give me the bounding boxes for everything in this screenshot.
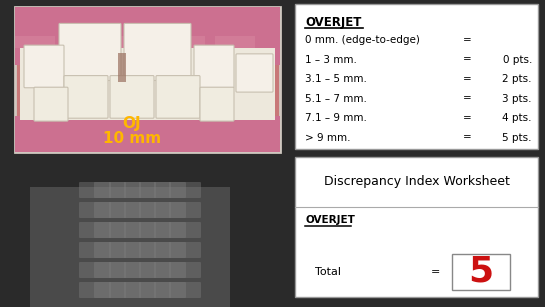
FancyBboxPatch shape — [169, 222, 201, 238]
FancyBboxPatch shape — [139, 182, 171, 198]
FancyBboxPatch shape — [109, 182, 141, 198]
Text: 5.1 – 7 mm.: 5.1 – 7 mm. — [305, 94, 367, 103]
Text: > 9 mm.: > 9 mm. — [305, 133, 350, 142]
FancyBboxPatch shape — [452, 254, 510, 290]
FancyBboxPatch shape — [79, 282, 111, 298]
FancyBboxPatch shape — [200, 87, 234, 121]
FancyBboxPatch shape — [79, 202, 111, 218]
Text: 10 mm: 10 mm — [102, 131, 161, 146]
FancyBboxPatch shape — [124, 242, 156, 258]
FancyBboxPatch shape — [20, 48, 275, 120]
FancyBboxPatch shape — [139, 262, 171, 278]
FancyBboxPatch shape — [94, 282, 126, 298]
FancyBboxPatch shape — [65, 36, 105, 48]
FancyBboxPatch shape — [139, 282, 171, 298]
FancyBboxPatch shape — [79, 242, 111, 258]
Text: 5 pts.: 5 pts. — [502, 133, 532, 142]
FancyBboxPatch shape — [169, 242, 201, 258]
Text: =: = — [463, 35, 471, 45]
Text: 0 mm. (edge-to-edge): 0 mm. (edge-to-edge) — [305, 35, 420, 45]
FancyBboxPatch shape — [94, 222, 126, 238]
FancyBboxPatch shape — [154, 222, 186, 238]
FancyBboxPatch shape — [15, 36, 55, 48]
Text: 7.1 – 9 mm.: 7.1 – 9 mm. — [305, 113, 367, 123]
Text: =: = — [463, 74, 471, 84]
Text: 1 – 3 mm.: 1 – 3 mm. — [305, 55, 357, 64]
FancyBboxPatch shape — [110, 76, 154, 118]
FancyBboxPatch shape — [94, 242, 126, 258]
FancyBboxPatch shape — [115, 36, 155, 48]
FancyBboxPatch shape — [124, 222, 156, 238]
FancyBboxPatch shape — [15, 116, 280, 152]
FancyBboxPatch shape — [109, 282, 141, 298]
Text: OJ: OJ — [122, 115, 141, 130]
FancyBboxPatch shape — [15, 7, 280, 152]
FancyBboxPatch shape — [109, 222, 141, 238]
Text: Total: Total — [315, 267, 341, 277]
FancyBboxPatch shape — [169, 282, 201, 298]
FancyBboxPatch shape — [139, 242, 171, 258]
FancyBboxPatch shape — [165, 36, 205, 48]
Text: 0 pts.: 0 pts. — [502, 55, 532, 64]
Text: 2 pts.: 2 pts. — [502, 74, 532, 84]
FancyBboxPatch shape — [154, 202, 186, 218]
FancyBboxPatch shape — [154, 182, 186, 198]
FancyBboxPatch shape — [154, 242, 186, 258]
FancyBboxPatch shape — [139, 202, 171, 218]
FancyBboxPatch shape — [194, 45, 234, 88]
FancyBboxPatch shape — [124, 202, 156, 218]
FancyBboxPatch shape — [124, 262, 156, 278]
Text: 5: 5 — [469, 255, 494, 289]
FancyBboxPatch shape — [124, 182, 156, 198]
FancyBboxPatch shape — [34, 87, 68, 121]
FancyBboxPatch shape — [30, 187, 230, 307]
Text: =: = — [463, 133, 471, 142]
FancyBboxPatch shape — [94, 262, 126, 278]
FancyBboxPatch shape — [79, 222, 111, 238]
FancyBboxPatch shape — [109, 202, 141, 218]
FancyBboxPatch shape — [236, 54, 273, 92]
FancyBboxPatch shape — [94, 202, 126, 218]
FancyBboxPatch shape — [295, 4, 538, 149]
FancyBboxPatch shape — [169, 262, 201, 278]
FancyBboxPatch shape — [169, 182, 201, 198]
FancyBboxPatch shape — [295, 157, 538, 297]
Text: =: = — [463, 55, 471, 64]
FancyBboxPatch shape — [94, 182, 126, 198]
FancyBboxPatch shape — [124, 282, 156, 298]
FancyBboxPatch shape — [169, 202, 201, 218]
Text: =: = — [463, 113, 471, 123]
FancyBboxPatch shape — [215, 36, 255, 48]
FancyBboxPatch shape — [154, 262, 186, 278]
FancyBboxPatch shape — [124, 23, 191, 80]
FancyBboxPatch shape — [64, 76, 108, 118]
FancyBboxPatch shape — [79, 262, 111, 278]
FancyBboxPatch shape — [59, 23, 121, 80]
FancyBboxPatch shape — [118, 53, 126, 82]
Text: OVERJET: OVERJET — [305, 215, 355, 225]
Text: 3.1 – 5 mm.: 3.1 – 5 mm. — [305, 74, 367, 84]
Text: OVERJET: OVERJET — [305, 16, 361, 29]
FancyBboxPatch shape — [109, 242, 141, 258]
FancyBboxPatch shape — [15, 7, 280, 65]
FancyBboxPatch shape — [156, 76, 200, 118]
FancyBboxPatch shape — [79, 182, 111, 198]
Text: 3 pts.: 3 pts. — [502, 94, 532, 103]
Text: =: = — [431, 267, 440, 277]
FancyBboxPatch shape — [109, 262, 141, 278]
Text: Discrepancy Index Worksheet: Discrepancy Index Worksheet — [324, 175, 510, 188]
FancyBboxPatch shape — [24, 45, 64, 88]
Text: =: = — [463, 94, 471, 103]
FancyBboxPatch shape — [154, 282, 186, 298]
Text: 4 pts.: 4 pts. — [502, 113, 532, 123]
FancyBboxPatch shape — [139, 222, 171, 238]
